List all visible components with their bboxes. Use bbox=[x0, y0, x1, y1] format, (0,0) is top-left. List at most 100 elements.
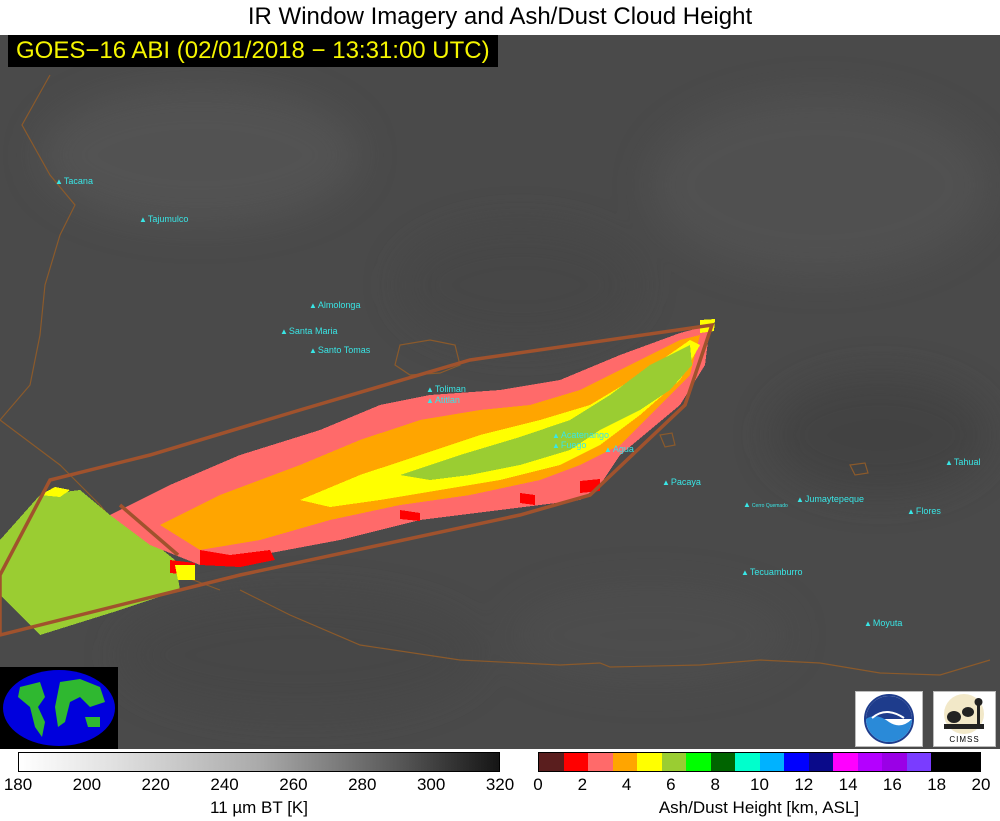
volcano-marker-santa-maria[interactable]: ▲Santa Maria bbox=[280, 326, 337, 337]
ash-colorbar-label: Ash/Dust Height [km, ASL] bbox=[658, 798, 860, 817]
ash-colorbar-cell bbox=[588, 753, 613, 771]
ash-colorbar-cell bbox=[857, 753, 882, 771]
volcano-marker-fuego[interactable]: ▲Fuego bbox=[552, 440, 586, 451]
ash-tick-label: 20 bbox=[971, 775, 991, 794]
volcano-label: Acatenango bbox=[560, 430, 609, 440]
bt-tick-label: 300 bbox=[416, 775, 446, 794]
ash-colorbar-cell bbox=[955, 753, 980, 771]
volcano-marker-moyuta[interactable]: ▲Moyuta bbox=[864, 618, 902, 629]
ash-height-colorbar bbox=[538, 752, 981, 772]
volcano-label: Jumaytepeque bbox=[804, 494, 864, 504]
ash-tick-label: 4 bbox=[621, 775, 632, 794]
cimss-logo-text: CIMSS bbox=[949, 735, 980, 744]
volcano-marker-cerro-quemado[interactable]: ▲Cerro Quemado bbox=[743, 500, 788, 511]
volcano-triangle-icon: ▲ bbox=[552, 441, 560, 450]
volcano-triangle-icon: ▲ bbox=[552, 431, 560, 440]
bt-tick-label: 180 bbox=[3, 775, 33, 794]
bt-tick-label: 260 bbox=[279, 775, 308, 794]
ash-colorbar-cell bbox=[833, 753, 858, 771]
globe-inset-map bbox=[0, 667, 118, 749]
bt-colorbar-label: 11 µm BT [K] bbox=[210, 798, 308, 817]
volcano-marker-pacaya[interactable]: ▲Pacaya bbox=[662, 477, 701, 488]
volcano-label: Tacana bbox=[63, 176, 93, 186]
ash-tick-label: 0 bbox=[533, 775, 543, 794]
volcano-marker-toliman[interactable]: ▲Toliman bbox=[426, 384, 466, 395]
volcano-marker-tajumulco[interactable]: ▲Tajumulco bbox=[139, 214, 188, 225]
volcano-marker-atitlan[interactable]: ▲Atitlan bbox=[426, 395, 460, 406]
volcano-marker-jumaytepeque[interactable]: ▲Jumaytepeque bbox=[796, 494, 864, 505]
volcano-triangle-icon: ▲ bbox=[426, 396, 434, 405]
ash-plume bbox=[0, 319, 715, 635]
cimss-logo: CIMSS bbox=[933, 691, 996, 747]
bt-tick-label: 280 bbox=[348, 775, 377, 794]
ash-colorbar-cell bbox=[735, 753, 760, 771]
ash-colorbar-cell bbox=[931, 753, 956, 771]
ash-tick-label: 18 bbox=[927, 775, 947, 794]
volcano-label: Tajumulco bbox=[147, 214, 189, 224]
volcano-marker-tacana[interactable]: ▲Tacana bbox=[55, 176, 93, 187]
volcano-marker-tahual[interactable]: ▲Tahual bbox=[945, 457, 980, 468]
volcano-label: Santa Maria bbox=[288, 326, 338, 336]
volcano-label: Tecuamburro bbox=[749, 567, 803, 577]
ash-colorbar-cell bbox=[906, 753, 931, 771]
volcano-triangle-icon: ▲ bbox=[741, 568, 749, 577]
satellite-map[interactable]: GOES−16 ABI (02/01/2018 − 13:31:00 UTC) … bbox=[0, 35, 1000, 749]
ash-colorbar-cell bbox=[539, 753, 564, 771]
volcano-triangle-icon: ▲ bbox=[662, 478, 670, 487]
volcano-label: Almolonga bbox=[317, 300, 361, 310]
ash-colorbar-cell bbox=[882, 753, 907, 771]
ash-colorbar-cell bbox=[759, 753, 784, 771]
volcano-marker-tecuamburro[interactable]: ▲Tecuamburro bbox=[741, 567, 802, 578]
volcano-triangle-icon: ▲ bbox=[55, 177, 63, 186]
volcano-marker-acatenango[interactable]: ▲Acatenango bbox=[552, 430, 609, 441]
ash-colorbar-cell bbox=[784, 753, 809, 771]
volcano-triangle-icon: ▲ bbox=[139, 215, 147, 224]
volcano-label: Atitlan bbox=[434, 395, 460, 405]
volcano-label: Tahual bbox=[953, 457, 981, 467]
ash-tick-label: 6 bbox=[666, 775, 676, 794]
ir-imagery-map bbox=[0, 35, 1000, 749]
noaa-emblem-icon bbox=[864, 694, 914, 744]
volcano-label: Agua bbox=[612, 444, 634, 454]
volcano-triangle-icon: ▲ bbox=[907, 507, 915, 516]
volcano-label: Flores bbox=[915, 506, 941, 516]
ash-colorbar-cell bbox=[686, 753, 711, 771]
ash-colorbar-cell bbox=[612, 753, 637, 771]
volcano-triangle-icon: ▲ bbox=[796, 495, 804, 504]
bt-tick-label: 240 bbox=[210, 775, 239, 794]
volcano-label: Santo Tomas bbox=[317, 345, 371, 355]
volcano-label: Moyuta bbox=[872, 618, 903, 628]
ash-tick-label: 14 bbox=[838, 775, 858, 794]
volcano-triangle-icon: ▲ bbox=[309, 301, 317, 310]
volcano-triangle-icon: ▲ bbox=[309, 346, 317, 355]
ash-tick-label: 2 bbox=[577, 775, 588, 794]
brightness-temperature-colorbar bbox=[18, 752, 500, 772]
volcano-triangle-icon: ▲ bbox=[280, 327, 288, 336]
volcano-triangle-icon: ▲ bbox=[864, 619, 872, 628]
volcano-marker-santo-tomas[interactable]: ▲Santo Tomas bbox=[309, 345, 370, 356]
ash-tick-label: 16 bbox=[882, 775, 902, 794]
volcano-label: Cerro Quemado bbox=[751, 503, 788, 509]
ash-tick-label: 8 bbox=[710, 775, 720, 794]
volcano-triangle-icon: ▲ bbox=[604, 445, 612, 454]
bt-tick-label: 200 bbox=[72, 775, 102, 794]
cimss-emblem-icon bbox=[944, 694, 984, 734]
volcano-marker-agua[interactable]: ▲Agua bbox=[604, 444, 634, 455]
volcano-label: Toliman bbox=[434, 384, 466, 394]
ash-tick-label: 12 bbox=[794, 775, 814, 794]
satellite-timestamp-label: GOES−16 ABI (02/01/2018 − 13:31:00 UTC) bbox=[8, 35, 498, 67]
volcano-label: Pacaya bbox=[670, 477, 701, 487]
noaa-logo bbox=[855, 691, 923, 747]
volcano-marker-almolonga[interactable]: ▲Almolonga bbox=[309, 300, 360, 311]
volcano-label: Fuego bbox=[560, 440, 587, 450]
globe-icon bbox=[3, 670, 115, 746]
ash-colorbar-cell bbox=[563, 753, 588, 771]
page-title: IR Window Imagery and Ash/Dust Cloud Hei… bbox=[247, 3, 753, 30]
volcano-triangle-icon: ▲ bbox=[945, 458, 953, 467]
bt-tick-label: 320 bbox=[485, 775, 515, 794]
ash-tick-label: 10 bbox=[750, 775, 769, 794]
ash-colorbar-cell bbox=[637, 753, 662, 771]
volcano-triangle-icon: ▲ bbox=[743, 500, 751, 509]
volcano-marker-flores[interactable]: ▲Flores bbox=[907, 506, 941, 517]
volcano-triangle-icon: ▲ bbox=[426, 385, 434, 394]
